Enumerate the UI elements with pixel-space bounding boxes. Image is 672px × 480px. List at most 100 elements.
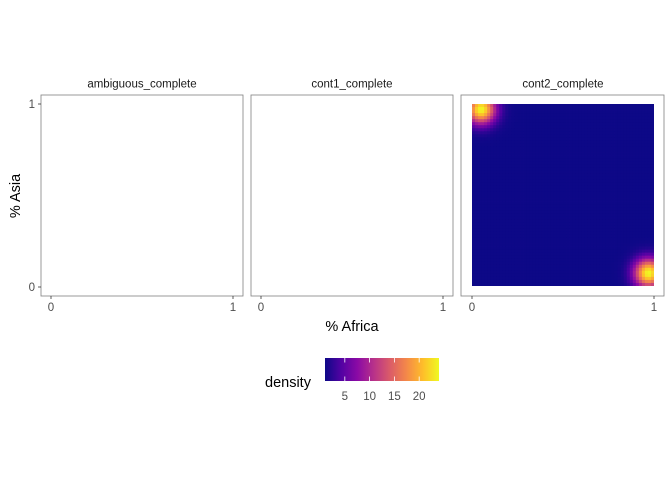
heat-cell — [605, 216, 609, 220]
heat-cell — [523, 198, 527, 202]
heat-cell — [611, 204, 615, 208]
heat-cell — [572, 188, 576, 193]
heat-cell — [647, 125, 652, 129]
heat-cell — [511, 195, 515, 199]
heat-cell — [566, 237, 570, 241]
heat-cell — [593, 110, 597, 114]
heat-cell — [626, 167, 631, 172]
heat-cell — [638, 188, 643, 193]
heat-cell — [611, 237, 615, 241]
heat-cell — [556, 167, 561, 172]
heat-cell — [569, 222, 573, 226]
heat-cell — [517, 134, 521, 138]
heat-cell — [556, 164, 561, 169]
heat-cell — [502, 173, 506, 178]
heat-cell — [626, 198, 631, 202]
heat-cell — [644, 276, 649, 281]
heat-cell — [502, 249, 506, 254]
heat-cell — [623, 240, 628, 244]
heat-cell — [632, 204, 637, 208]
heat-cell — [629, 113, 634, 117]
heat-cell — [620, 131, 625, 135]
heat-cell — [602, 204, 606, 208]
heat-cell — [556, 210, 561, 214]
heat-cell — [581, 198, 585, 202]
heat-cell — [553, 143, 558, 147]
heat-cell — [611, 198, 615, 202]
heat-cell — [587, 282, 591, 286]
heat-cell — [529, 249, 534, 254]
heat-cell — [599, 207, 603, 211]
heat-cell — [517, 225, 521, 229]
heat-cell — [626, 252, 631, 257]
heat-cell — [605, 231, 609, 235]
heat-cell — [602, 234, 606, 238]
heat-cell — [635, 149, 640, 153]
heat-cell — [641, 252, 646, 257]
heat-cell — [605, 264, 609, 269]
heat-cell — [602, 191, 606, 196]
heat-cell — [553, 146, 558, 150]
heat-cell — [566, 125, 570, 129]
heat-cell — [532, 213, 537, 217]
heat-cell — [647, 113, 652, 117]
heat-cell — [550, 234, 555, 238]
heat-cell — [575, 155, 579, 159]
heat-cell — [508, 207, 512, 211]
heat-cell — [520, 110, 524, 114]
heat-cell — [638, 195, 643, 199]
heat-cell — [514, 176, 518, 181]
heat-cell — [481, 152, 485, 156]
heat-cell — [514, 179, 518, 184]
heat-cell — [496, 228, 500, 232]
heat-cell — [493, 219, 497, 223]
heat-cell — [599, 225, 603, 229]
heat-cell — [535, 182, 540, 187]
heat-cell — [556, 176, 561, 181]
heat-cell — [605, 185, 609, 190]
heat-cell — [635, 110, 640, 114]
heat-cell — [602, 201, 606, 205]
heat-cell — [538, 237, 543, 241]
heat-cell — [584, 191, 588, 196]
heat-cell — [487, 152, 491, 156]
heat-cell — [566, 179, 570, 184]
heat-cell — [614, 137, 618, 141]
heat-cell — [550, 140, 555, 144]
heat-cell — [520, 261, 524, 266]
heat-cell — [505, 204, 509, 208]
heat-cell — [611, 131, 615, 135]
heat-cell — [481, 225, 485, 229]
heat-cell — [514, 240, 518, 244]
heat-cell — [541, 279, 546, 284]
heat-cell — [508, 179, 512, 184]
heat-cell — [502, 243, 506, 247]
heat-cell — [632, 237, 637, 241]
heat-cell — [514, 207, 518, 211]
heat-cell — [478, 210, 482, 214]
heat-cell — [526, 191, 531, 196]
heat-cell — [490, 176, 494, 181]
heat-cell — [599, 140, 603, 144]
heat-cell — [472, 113, 476, 117]
heat-cell — [599, 249, 603, 254]
heat-cell — [511, 182, 515, 187]
heat-cell — [593, 228, 597, 232]
heat-cell — [535, 167, 540, 172]
heat-cell — [487, 170, 491, 175]
heat-cell — [605, 113, 609, 117]
heat-cell — [602, 107, 606, 111]
heat-cell — [487, 149, 491, 153]
heat-cell — [635, 140, 640, 144]
heat-cell — [644, 222, 649, 226]
heat-cell — [623, 155, 628, 159]
heat-cell — [566, 161, 570, 166]
heat-cell — [578, 137, 582, 141]
heat-cell — [502, 255, 506, 260]
heat-cell — [499, 228, 503, 232]
heat-cell — [566, 155, 570, 159]
heat-cell — [566, 188, 570, 193]
heat-cell — [526, 152, 531, 156]
heat-cell — [572, 213, 576, 217]
heat-cell — [493, 179, 497, 184]
